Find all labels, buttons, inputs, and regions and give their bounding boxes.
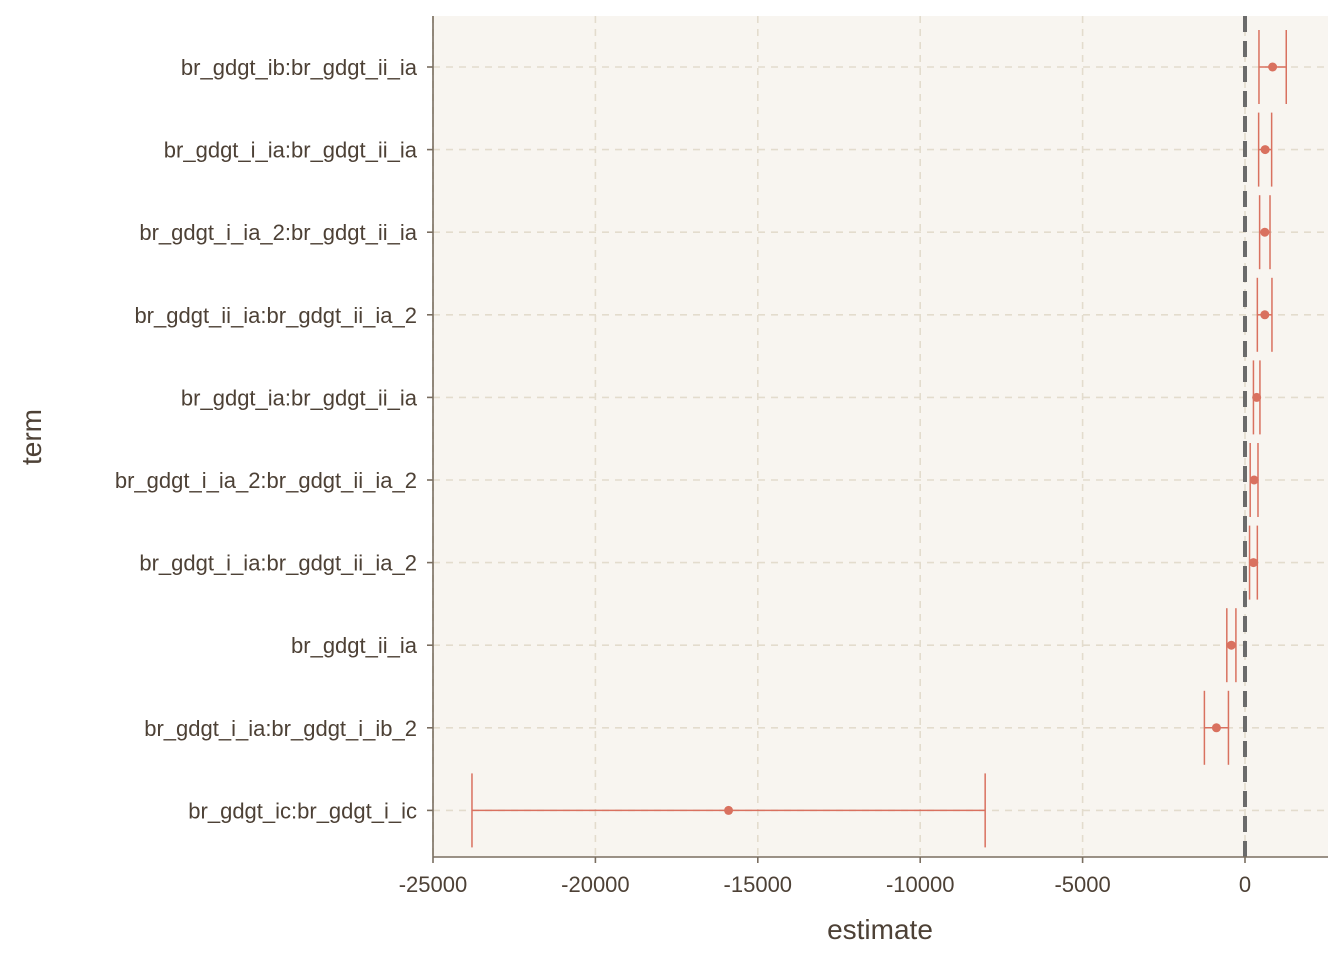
x-tick-label: -5000 xyxy=(1054,872,1110,897)
y-tick-label: br_gdgt_i_ia_2:br_gdgt_ii_ia_2 xyxy=(115,468,417,493)
errorbar-8 xyxy=(1203,690,1230,765)
estimate-point xyxy=(1268,62,1278,72)
plot-panel xyxy=(433,16,1328,857)
errorbar-0 xyxy=(1258,30,1287,104)
estimate-point xyxy=(1249,475,1259,485)
x-tick-label: -10000 xyxy=(886,872,955,897)
estimate-point xyxy=(1252,392,1262,402)
errorbar-3 xyxy=(1256,277,1273,352)
y-tick-label: br_gdgt_i_ia:br_gdgt_ii_ia_2 xyxy=(139,551,417,576)
errorbar-2 xyxy=(1258,195,1271,270)
x-tick-label: -25000 xyxy=(399,872,468,897)
y-tick-label: br_gdgt_ii_ia:br_gdgt_ii_ia_2 xyxy=(134,303,417,328)
estimate-point xyxy=(1248,558,1258,568)
errorbar-5 xyxy=(1249,443,1259,517)
errorbar-9 xyxy=(471,773,986,848)
y-tick-label: br_gdgt_ii_ia xyxy=(291,633,418,658)
data-marks xyxy=(471,30,1287,848)
estimate-point xyxy=(1260,227,1270,237)
estimate-point xyxy=(724,805,734,815)
estimate-point xyxy=(1211,723,1221,733)
estimate-point xyxy=(1226,640,1236,650)
y-tick-label: br_gdgt_i_ia:br_gdgt_ii_ia xyxy=(164,138,418,163)
errorbar-7 xyxy=(1226,608,1237,683)
errorbar-1 xyxy=(1257,112,1273,187)
estimate-point xyxy=(1260,145,1270,155)
y-tick-label: br_gdgt_ib:br_gdgt_ii_ia xyxy=(181,55,418,80)
y-tick-label: br_gdgt_ia:br_gdgt_ii_ia xyxy=(181,385,418,410)
estimate-point xyxy=(1260,310,1270,320)
x-axis-title: estimate xyxy=(827,914,933,945)
axis-ticks: -25000 -20000 -15000 -10000 -5000 0 br_gdgt_ib… xyxy=(115,55,1251,897)
x-tick-label: 0 xyxy=(1239,872,1251,897)
x-tick-label: -20000 xyxy=(561,872,630,897)
errorbar-6 xyxy=(1248,525,1259,600)
y-tick-label: br_gdgt_ic:br_gdgt_i_ic xyxy=(188,798,417,823)
y-axis-title: term xyxy=(16,409,47,465)
y-tick-label: br_gdgt_i_ia:br_gdgt_i_ib_2 xyxy=(144,716,417,741)
x-tick-label: -15000 xyxy=(724,872,793,897)
y-tick-label: br_gdgt_i_ia_2:br_gdgt_ii_ia xyxy=(139,220,417,245)
errorbar-4 xyxy=(1252,360,1262,435)
